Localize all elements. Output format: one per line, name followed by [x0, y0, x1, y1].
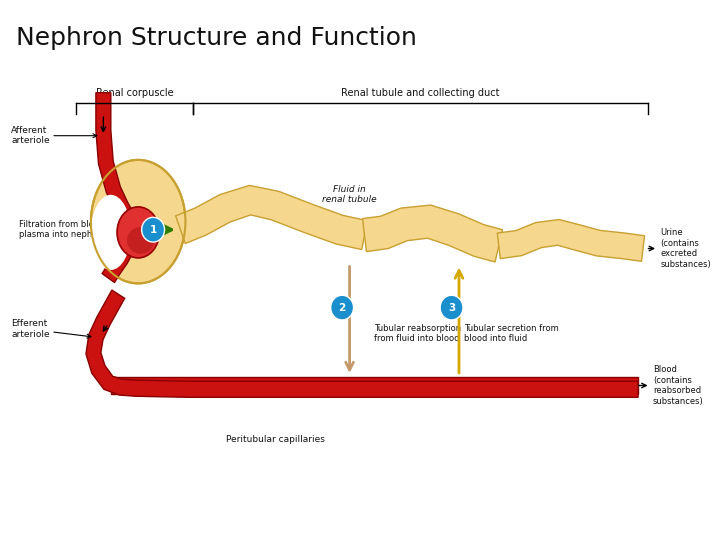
- Text: Renal corpuscle: Renal corpuscle: [96, 88, 174, 98]
- Text: Blood
(contains
reabsorbed
substances): Blood (contains reabsorbed substances): [653, 366, 703, 406]
- Text: Tubular reabsorption
from fluid into blood: Tubular reabsorption from fluid into blo…: [374, 323, 462, 343]
- Polygon shape: [176, 185, 367, 249]
- Polygon shape: [498, 220, 644, 261]
- Text: 3: 3: [448, 302, 455, 313]
- Text: Glomerular
capsule: Glomerular capsule: [117, 172, 168, 191]
- Text: Afferent
arteriole: Afferent arteriole: [12, 126, 50, 145]
- Text: 1: 1: [150, 225, 157, 235]
- Circle shape: [142, 218, 165, 242]
- Ellipse shape: [127, 227, 154, 254]
- Text: 2: 2: [338, 302, 346, 313]
- Ellipse shape: [117, 207, 159, 258]
- Text: Filtration from blood
plasma into nephron: Filtration from blood plasma into nephro…: [19, 220, 106, 239]
- Text: Renal tubule and collecting duct: Renal tubule and collecting duct: [341, 88, 500, 98]
- Circle shape: [440, 295, 463, 320]
- Circle shape: [330, 295, 354, 320]
- Polygon shape: [111, 377, 638, 394]
- Ellipse shape: [91, 160, 186, 284]
- Text: Fluid in
renal tubule: Fluid in renal tubule: [323, 185, 377, 205]
- Ellipse shape: [91, 195, 131, 270]
- Text: Tubular secretion from
blood into fluid: Tubular secretion from blood into fluid: [464, 323, 559, 343]
- Text: Nephron Structure and Function: Nephron Structure and Function: [17, 25, 417, 50]
- Text: Peritubular capillaries: Peritubular capillaries: [225, 435, 325, 444]
- Polygon shape: [86, 290, 638, 397]
- Polygon shape: [363, 205, 503, 262]
- Text: Urine
(contains
excreted
substances): Urine (contains excreted substances): [660, 228, 711, 268]
- Text: Efferent
arteriole: Efferent arteriole: [12, 319, 50, 339]
- Polygon shape: [96, 93, 138, 282]
